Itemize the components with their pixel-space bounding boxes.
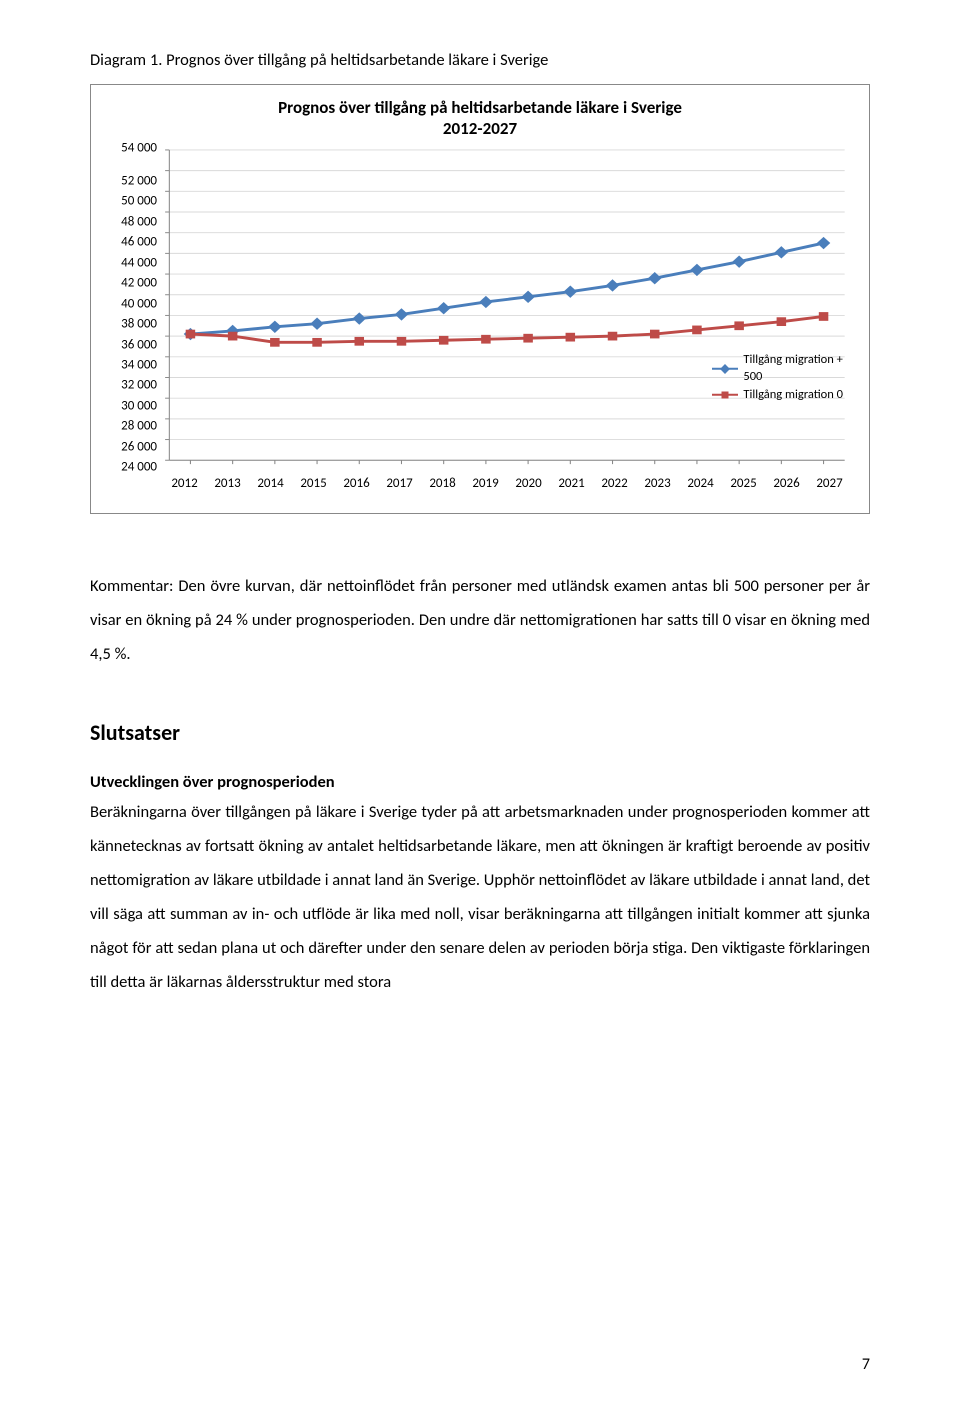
legend-label: Tillgång migration + 500 (743, 352, 843, 385)
y-tick-label: 52 000 (121, 174, 157, 187)
body-paragraph: Beräkningarna över tillgången på läkare … (90, 796, 870, 999)
y-tick-label: 28 000 (121, 420, 157, 433)
x-tick-label: 2024 (679, 476, 722, 491)
x-tick-label: 2020 (507, 476, 550, 491)
y-tick-label: 46 000 (121, 236, 157, 249)
legend-swatch-icon (712, 363, 738, 375)
diagram-caption: Diagram 1. Prognos över tillgång på helt… (90, 50, 870, 70)
x-tick-label: 2023 (636, 476, 679, 491)
x-tick-label: 2021 (550, 476, 593, 491)
x-tick-label: 2022 (593, 476, 636, 491)
x-tick-label: 2018 (421, 476, 464, 491)
legend-item-migration-0: Tillgång migration 0 (712, 387, 843, 403)
section-heading-slutsatser: Slutsatser (90, 719, 870, 746)
chart-commentary: Kommentar: Den övre kurvan, där nettoinf… (90, 570, 870, 671)
y-tick-label: 32 000 (121, 379, 157, 392)
y-tick-label: 36 000 (121, 338, 157, 351)
legend-swatch-icon (712, 389, 738, 401)
y-tick-label: 26 000 (121, 440, 157, 453)
chart-legend: Tillgång migration + 500 Tillgång migrat… (712, 352, 843, 405)
y-tick-label: 48 000 (121, 215, 157, 228)
y-tick-label: 42 000 (121, 277, 157, 290)
y-tick-label: 34 000 (121, 359, 157, 372)
y-tick-label: 24 000 (121, 461, 157, 474)
plot-area (163, 148, 851, 468)
y-tick-label: 30 000 (121, 399, 157, 412)
legend-label: Tillgång migration 0 (743, 387, 843, 403)
x-tick-label: 2012 (163, 476, 206, 491)
y-tick-label: 40 000 (121, 297, 157, 310)
y-tick-label: 50 000 (121, 195, 157, 208)
forecast-chart: Prognos över tillgång på heltidsarbetand… (90, 84, 870, 514)
x-tick-label: 2015 (292, 476, 335, 491)
chart-title: Prognos över tillgång på heltidsarbetand… (109, 97, 851, 140)
x-tick-label: 2027 (808, 476, 851, 491)
legend-item-migration-plus-500: Tillgång migration + 500 (712, 352, 843, 385)
x-tick-label: 2026 (765, 476, 808, 491)
y-axis-labels: 54 00052 00050 00048 00046 00044 00042 0… (109, 148, 163, 468)
x-axis-labels: 2012201320142015201620172018201920202021… (109, 468, 851, 491)
y-tick-label: 38 000 (121, 318, 157, 331)
chart-title-line1: Prognos över tillgång på heltidsarbetand… (278, 97, 682, 118)
chart-title-line2: 2012-2027 (443, 118, 517, 139)
x-tick-label: 2013 (206, 476, 249, 491)
page-number: 7 (862, 1355, 870, 1374)
x-tick-label: 2014 (249, 476, 292, 491)
x-tick-label: 2025 (722, 476, 765, 491)
x-tick-label: 2017 (378, 476, 421, 491)
subheading-utvecklingen: Utvecklingen över prognosperioden (90, 772, 870, 792)
y-tick-label: 54 000 (121, 141, 157, 154)
x-tick-label: 2019 (464, 476, 507, 491)
x-tick-label: 2016 (335, 476, 378, 491)
y-tick-label: 44 000 (121, 256, 157, 269)
